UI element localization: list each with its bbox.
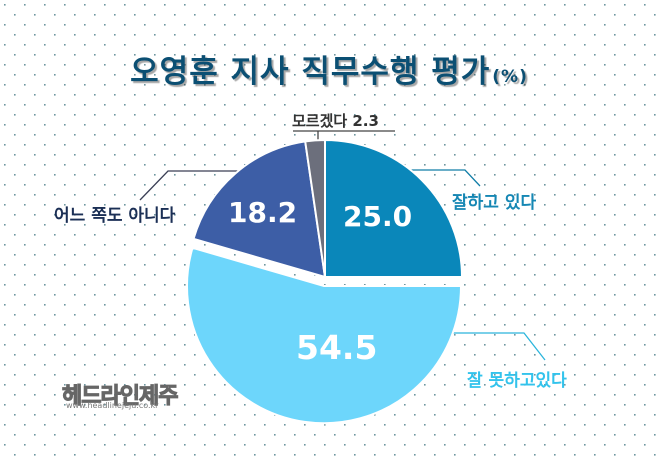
- chart-title: 오영훈 지사 직무수행 평가 (%): [0, 46, 658, 91]
- label-dont-know: 모르겠다 2.3: [292, 112, 379, 130]
- pie-slice-dont-know[interactable]: [304, 138, 326, 278]
- pie-slice-bad[interactable]: [186, 246, 463, 425]
- pie-slice-good[interactable]: [324, 138, 464, 278]
- leader-line-good: [410, 169, 481, 187]
- value-bad: 54.5: [296, 328, 378, 367]
- chart-title-unit: (%): [492, 67, 528, 87]
- watermark-logo: 헤드라인제주: [61, 384, 178, 410]
- label-good: 잘하고 있다: [452, 193, 537, 213]
- value-neutral: 18.2: [228, 196, 298, 229]
- value-good: 25.0: [343, 200, 413, 233]
- label-bad: 잘 못하고있다: [467, 371, 567, 391]
- pie-slice-neutral[interactable]: [192, 140, 327, 279]
- leader-line-bad: [452, 332, 546, 361]
- watermark-url: www.headlinejeju.co.kr: [66, 401, 159, 410]
- leader-line-neutral: [139, 170, 243, 201]
- label-neutral: 어느 쪽도 아니다: [54, 206, 176, 226]
- chart-title-text: 오영훈 지사 직무수행 평가: [130, 54, 491, 90]
